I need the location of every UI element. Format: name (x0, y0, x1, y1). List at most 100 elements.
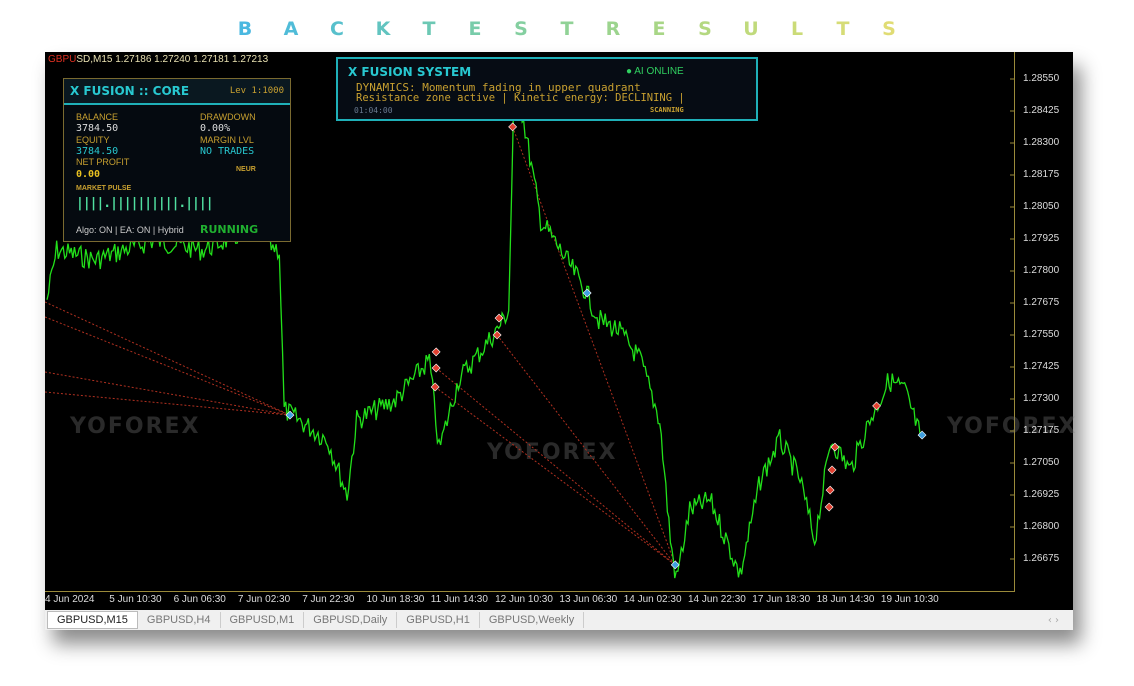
buy-signal-marker[interactable] (285, 410, 295, 420)
equity-value: 3784.50 (76, 146, 119, 157)
time-tick: 14 Jun 02:30 (623, 594, 682, 605)
price-line (46, 60, 921, 579)
sell-signal-marker[interactable] (830, 442, 840, 452)
tab-gbpusd-h4[interactable]: GBPUSD,H4 (138, 612, 221, 628)
price-tick: 1.26925 (1023, 489, 1060, 500)
watermark: YOFOREX (487, 440, 618, 465)
dynamics-line: DYNAMICS: Momentum fading in upper quadr… (356, 81, 641, 94)
sell-signal-marker[interactable] (430, 382, 440, 392)
trend-line (45, 371, 291, 416)
title-letter: B (237, 18, 253, 40)
tab-gbpusd-m1[interactable]: GBPUSD,M1 (221, 612, 305, 628)
tab-gbpusd-weekly[interactable]: GBPUSD,Weekly (480, 612, 585, 628)
title-letter: S (514, 18, 528, 40)
trading-chart-window: YOFOREX YOFOREX YOFOREX GBPUSD,M15 1.271… (45, 52, 1076, 630)
price-chart (45, 60, 1015, 579)
watermark: YOFOREX (947, 414, 1078, 439)
watermark: YOFOREX (70, 414, 201, 439)
time-tick: 19 Jun 10:30 (880, 594, 939, 605)
time-tick: 18 Jun 14:30 (816, 594, 875, 605)
buy-signal-marker[interactable] (917, 430, 927, 440)
title-letter: T (836, 18, 850, 40)
drawdown-value: 0.00% (200, 123, 231, 134)
algo-status: Algo: ON | EA: ON | Hybrid (76, 225, 184, 235)
core-panel: X FUSION :: CORE Lev 1:1000 BALANCE 3784.… (63, 78, 291, 242)
time-tick: 5 Jun 10:30 (109, 594, 162, 605)
tab-gbpusd-m15[interactable]: GBPUSD,M15 (47, 611, 138, 629)
time-tick: 6 Jun 06:30 (173, 594, 226, 605)
price-tick: 1.28550 (1023, 73, 1060, 84)
sell-signal-marker[interactable] (827, 465, 837, 475)
neur-label: NEUR (236, 166, 256, 173)
net-profit-label: NET PROFIT (76, 157, 130, 167)
core-title: X FUSION :: CORE (70, 84, 190, 98)
title-letter: R (605, 18, 621, 40)
price-tick: 1.28175 (1023, 169, 1060, 180)
sell-signal-marker[interactable] (431, 347, 441, 357)
time-tick: 4 Jun 2024 (45, 594, 95, 605)
title-letter: T (422, 18, 436, 40)
chart-tabs: GBPUSD,M15 GBPUSD,H4 GBPUSD,M1 GBPUSD,Daily… (45, 610, 1073, 630)
sell-signal-marker[interactable] (824, 502, 834, 512)
trend-line (45, 316, 291, 416)
chart-plot-area[interactable]: YOFOREX YOFOREX YOFOREX GBPUSD,M15 1.271… (45, 52, 1076, 592)
system-timer: 01:04:00 (354, 106, 393, 115)
trend-line (435, 367, 676, 566)
time-tick: 13 Jun 06:30 (559, 594, 618, 605)
price-tick: 1.26800 (1023, 521, 1060, 532)
title-letter: U (743, 18, 759, 40)
market-pulse-bars: ||||.||||||||||.|||| (76, 196, 214, 211)
market-pulse-label: MARKET PULSE (76, 185, 132, 192)
price-tick: 1.27300 (1023, 393, 1060, 404)
tab-gbpusd-daily[interactable]: GBPUSD,Daily (304, 612, 398, 628)
tab-gbpusd-h1[interactable]: GBPUSD,H1 (397, 612, 480, 628)
price-tick: 1.27550 (1023, 329, 1060, 340)
balance-value: 3784.50 (76, 123, 119, 134)
title-letter: T (560, 18, 574, 40)
price-tick: 1.27050 (1023, 457, 1060, 468)
time-tick: 11 Jun 14:30 (430, 594, 488, 605)
title-letter: S (882, 18, 896, 40)
title-letter: S (698, 18, 712, 40)
ai-online-status: ● AI ONLINE (626, 66, 684, 77)
time-tick: 7 Jun 02:30 (237, 594, 291, 605)
sell-signal-marker[interactable] (508, 122, 518, 132)
tab-scroll-arrows[interactable]: ‹ › (1047, 614, 1059, 626)
running-status: RUNNING (200, 223, 259, 236)
system-title: X FUSION SYSTEM (348, 65, 472, 79)
time-tick: 14 Jun 22:30 (688, 594, 746, 605)
price-tick: 1.27425 (1023, 361, 1060, 372)
price-tick: 1.28300 (1023, 137, 1060, 148)
system-panel: X FUSION SYSTEM ● AI ONLINE DYNAMICS: Mo… (336, 57, 758, 121)
price-tick: 1.27175 (1023, 425, 1060, 436)
time-tick: 12 Jun 10:30 (495, 594, 553, 605)
buy-signal-marker[interactable] (670, 560, 680, 570)
title-letter: E (468, 18, 482, 40)
title-letter: K (375, 18, 391, 40)
sell-signal-marker[interactable] (872, 401, 882, 411)
time-tick: 17 Jun 18:30 (752, 594, 811, 605)
sell-signal-marker[interactable] (431, 363, 441, 373)
title-letter: L (790, 18, 804, 40)
price-tick: 1.27925 (1023, 233, 1060, 244)
buy-signal-marker[interactable] (582, 288, 592, 298)
symbol-ohlc: GBPUSD,M15 1.27186 1.27240 1.27181 1.272… (48, 54, 269, 65)
price-tick: 1.28050 (1023, 201, 1060, 212)
price-tick: 1.27800 (1023, 265, 1060, 276)
sell-signal-marker[interactable] (492, 330, 502, 340)
title-letter: C (330, 18, 344, 40)
price-tick: 1.28425 (1023, 105, 1060, 116)
scanning-status: SCANNING (650, 106, 684, 114)
trend-line (45, 391, 291, 416)
drawdown-label: DRAWDOWN (200, 112, 256, 122)
time-tick: 10 Jun 18:30 (366, 594, 425, 605)
balance-label: BALANCE (76, 112, 119, 122)
sell-signal-marker[interactable] (825, 485, 835, 495)
trend-line (496, 334, 676, 566)
margin-label: MARGIN LVL (200, 135, 254, 145)
equity-label: EQUITY (76, 135, 110, 145)
margin-value: NO TRADES (200, 146, 255, 157)
sell-signal-marker[interactable] (494, 313, 504, 323)
leverage: Lev 1:1000 (229, 86, 284, 96)
